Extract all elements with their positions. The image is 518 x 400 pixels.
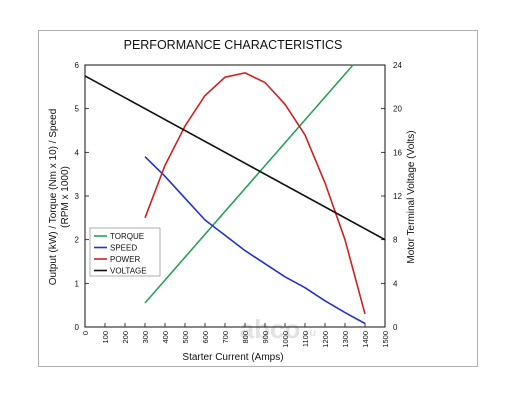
series-layer	[84, 64, 386, 325]
x-tick-label: 1400	[361, 331, 370, 348]
legend-label-voltage: VOLTAGE	[110, 267, 147, 276]
watermark: abco .ru	[240, 314, 316, 344]
y-left-tick-label: 5	[75, 105, 80, 114]
y-right-tick-label: 8	[393, 236, 398, 245]
legend-label-speed: SPEED	[110, 244, 137, 253]
plot-area	[84, 64, 386, 328]
series-line-voltage	[84, 75, 386, 241]
x-axis-title: Starter Current (Amps)	[182, 352, 283, 363]
x-tick-label: 700	[221, 331, 230, 344]
x-tick-label: 1100	[301, 331, 310, 347]
x-tick-label: 1300	[341, 331, 350, 348]
x-tick-label: 900	[261, 331, 270, 344]
y-right-tick-label: 4	[393, 279, 398, 288]
legend-label-torque: TORQUE	[110, 232, 144, 241]
x-tick-label: 200	[121, 331, 130, 344]
x-tick-label: 500	[181, 331, 190, 344]
plot-border	[84, 64, 386, 328]
chart-frame	[38, 30, 478, 367]
y-right-tick-label: 24	[393, 61, 402, 70]
x-tick-label: 1500	[381, 331, 390, 348]
y-left-tick-label: 6	[75, 61, 80, 70]
watermark-suffix: .ru	[302, 327, 316, 339]
y-left-tick-label: 2	[75, 236, 80, 245]
chart-title: PERFORMANCE CHARACTERISTICS	[124, 38, 343, 52]
series-line-torque	[144, 64, 354, 304]
x-tick-label: 400	[161, 331, 170, 344]
x-tick-label: 1000	[281, 331, 290, 348]
x-tick-label: 800	[241, 331, 250, 344]
y-left-axis-title-line2: (RPM x 1000)	[60, 166, 71, 228]
y-left-axis-title-line1: Output (kW) / Torque (Nm x 10) / Speed	[48, 109, 59, 286]
y-left-tick-label: 0	[75, 323, 80, 332]
y-right-axis-title: Motor Terminal Voltage (Volts)	[406, 130, 417, 263]
series-line-speed	[144, 156, 366, 325]
series-line-power	[144, 72, 366, 315]
y-right-tick-label: 16	[393, 148, 402, 157]
x-tick-label: 100	[101, 331, 110, 344]
y-left-tick-label: 4	[75, 148, 80, 157]
y-right-tick-label: 0	[393, 323, 398, 332]
x-tick-label: 1200	[321, 331, 330, 348]
x-tick-label: 600	[201, 331, 210, 344]
watermark-text: abco	[240, 314, 301, 344]
legend: TORQUE SPEED POWER VOLTAGE	[89, 227, 161, 277]
x-tick-label: 0	[81, 331, 90, 335]
y-left-tick-label: 1	[75, 279, 80, 288]
x-tick-label: 300	[141, 331, 150, 344]
y-left-tick-label: 3	[75, 192, 80, 201]
legend-label-power: POWER	[110, 255, 140, 264]
y-right-tick-label: 20	[393, 105, 402, 114]
y-right-tick-label: 12	[393, 192, 402, 201]
